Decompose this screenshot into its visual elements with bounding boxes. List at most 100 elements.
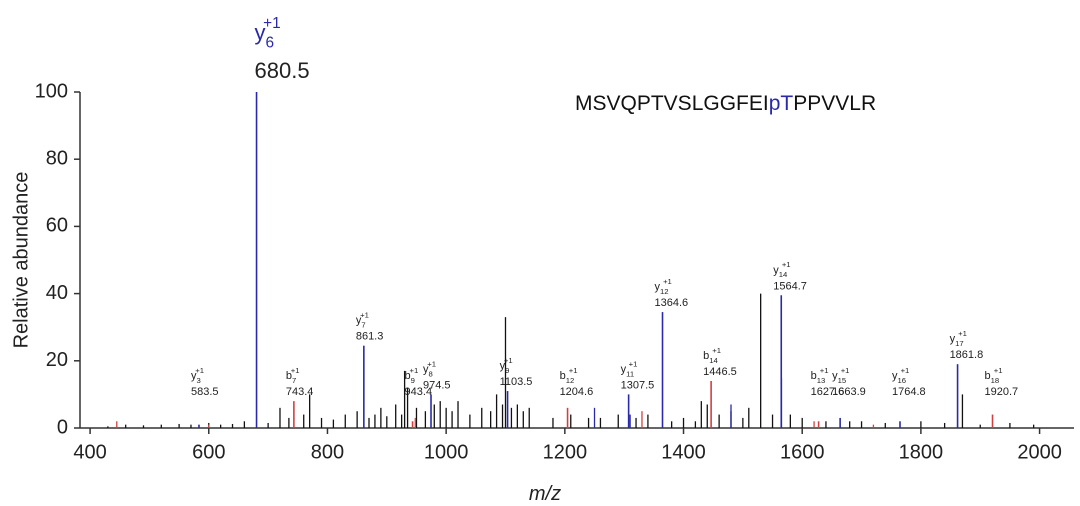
x-tick-label: 400 xyxy=(73,441,106,463)
mz-label: 1627.6 xyxy=(811,386,845,398)
ion-charge: +1 xyxy=(360,311,369,320)
ion-charge: +1 xyxy=(782,260,791,269)
mz-label: 861.3 xyxy=(356,331,384,343)
ion-charge: +1 xyxy=(663,277,672,286)
x-tick-label: 1600 xyxy=(780,441,825,463)
ion-label: y9+1 xyxy=(500,356,513,375)
ion-label: y6 +1 xyxy=(255,15,281,52)
x-tick-label: 1000 xyxy=(424,441,469,463)
mz-label: 1663.9 xyxy=(832,386,866,398)
y-tick-label: 40 xyxy=(46,282,68,304)
mz-label: 1307.5 xyxy=(621,379,655,391)
ion-index: 18 xyxy=(991,376,1000,385)
ion-index: 11 xyxy=(626,369,634,378)
ion-charge: +1 xyxy=(291,366,300,375)
ion-charge: +1 xyxy=(263,15,281,32)
mz-label: 1861.8 xyxy=(950,349,984,361)
ion-type: y xyxy=(356,315,362,327)
ion-charge: +1 xyxy=(958,329,967,338)
ion-label: y16+1 xyxy=(892,366,909,385)
ion-index: 7 xyxy=(361,321,365,330)
ion-type: y xyxy=(832,370,838,382)
ion-charge: +1 xyxy=(569,366,578,375)
sequence-part: PPVVLR xyxy=(793,92,876,115)
mz-label: 1564.7 xyxy=(773,280,807,292)
y-tick-label: 100 xyxy=(35,80,68,102)
ion-type: b xyxy=(286,370,292,382)
ion-index: 17 xyxy=(955,339,964,348)
ion-index: 6 xyxy=(266,35,275,52)
ion-label: y17+1 xyxy=(950,329,967,348)
ion-index: 3 xyxy=(196,376,200,385)
ion-charge: +1 xyxy=(195,366,204,375)
ion-index: 9 xyxy=(411,376,415,385)
ion-index: 14 xyxy=(779,270,788,279)
ion-charge: +1 xyxy=(504,356,513,365)
x-tick-label: 1200 xyxy=(543,441,588,463)
ion-index: 12 xyxy=(566,376,575,385)
ion-type: y xyxy=(773,264,779,276)
y-tick-label: 60 xyxy=(46,215,68,237)
ion-type: b xyxy=(985,370,991,382)
y-tick-label: 20 xyxy=(46,349,68,371)
ion-label: b13+1 xyxy=(811,366,829,385)
mz-label: 743.4 xyxy=(286,386,314,398)
mz-label: 680.5 xyxy=(255,58,310,83)
ion-charge: +1 xyxy=(901,366,910,375)
ion-charge: +1 xyxy=(820,366,829,375)
mz-label: 1364.6 xyxy=(655,297,689,309)
ion-type: y xyxy=(191,370,197,382)
ion-index: 14 xyxy=(709,356,718,365)
ion-label: b14+1 xyxy=(703,346,721,365)
ion-index: 7 xyxy=(292,376,296,385)
x-tick-label: 2000 xyxy=(1017,441,1062,463)
ion-charge: +1 xyxy=(841,366,850,375)
ion-type: y xyxy=(892,370,898,382)
x-tick-label: 800 xyxy=(311,441,344,463)
ion-index: 12 xyxy=(660,287,669,296)
ion-type: y xyxy=(500,360,506,372)
ion-charge: +1 xyxy=(712,346,721,355)
ion-type: y xyxy=(655,281,661,293)
mz-label: 1764.8 xyxy=(892,386,926,398)
ion-label: b7+1 xyxy=(286,366,300,385)
mz-label: 1204.6 xyxy=(560,386,594,398)
y-tick-label: 80 xyxy=(46,147,68,169)
mz-label: 1920.7 xyxy=(985,386,1019,398)
x-tick-label: 600 xyxy=(192,441,225,463)
ion-type: y xyxy=(255,20,266,45)
ion-index: 16 xyxy=(898,376,907,385)
ion-type: b xyxy=(405,370,411,382)
ion-label: b18+1 xyxy=(985,366,1003,385)
y-tick-label: 0 xyxy=(57,416,68,438)
mz-label: 1103.5 xyxy=(500,376,533,388)
ion-index: 9 xyxy=(505,366,509,375)
ion-index: 8 xyxy=(429,369,433,378)
sequence-part: pT xyxy=(769,92,794,115)
mz-label: 943.4 xyxy=(405,386,433,398)
sequence-part: MSVQPTVSLGGFEI xyxy=(575,92,769,115)
ion-index: 15 xyxy=(838,376,847,385)
ion-type: b xyxy=(811,370,817,382)
ion-type: y xyxy=(950,333,956,345)
mz-label: 974.5 xyxy=(423,379,451,391)
mz-label: 583.5 xyxy=(191,386,219,398)
peptide-sequence: MSVQPTVSLGGFEIpTPPVVLR xyxy=(575,92,876,115)
ion-label: y11+1 xyxy=(621,359,638,378)
ion-charge: +1 xyxy=(994,366,1003,375)
ion-charge: +1 xyxy=(427,359,436,368)
ion-label: y14+1 xyxy=(773,260,790,279)
ion-label: b12+1 xyxy=(560,366,578,385)
x-tick-label: 1800 xyxy=(899,441,944,463)
ion-charge: +1 xyxy=(629,359,638,368)
x-tick-label: 1400 xyxy=(661,441,706,463)
ion-label: y3+1 xyxy=(191,366,204,385)
x-axis-label: m/z xyxy=(529,483,561,505)
ion-label: y12+1 xyxy=(655,277,672,296)
ion-label: b9+1 xyxy=(405,366,419,385)
mz-label: 1446.5 xyxy=(703,366,737,378)
y-axis-label: Relative abundance xyxy=(10,172,32,349)
ion-type: b xyxy=(560,370,566,382)
